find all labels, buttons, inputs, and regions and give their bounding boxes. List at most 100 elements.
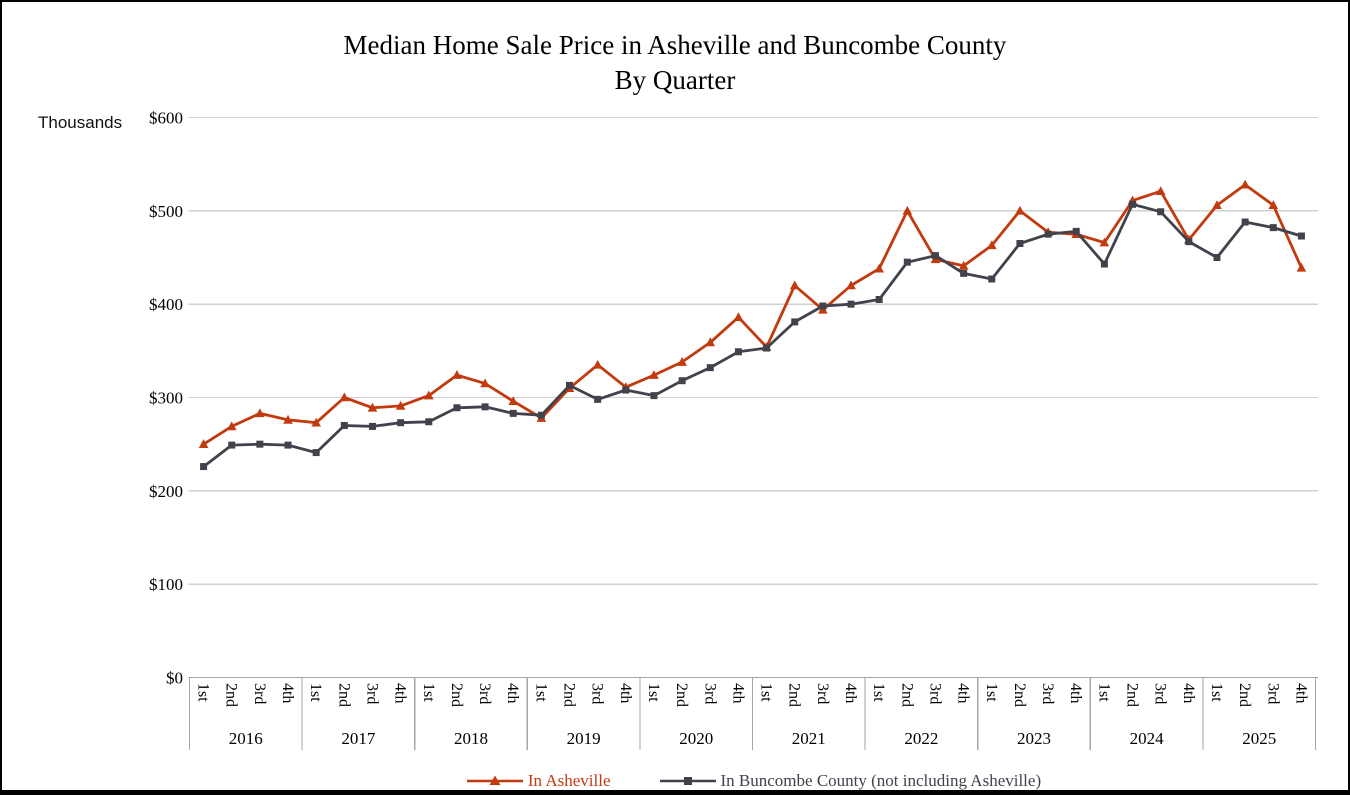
marker-asheville (1268, 200, 1279, 210)
marker-buncombe (1072, 227, 1080, 235)
marker-buncombe (1185, 238, 1193, 246)
chart-title-line2: By Quarter (614, 65, 736, 95)
marker-buncombe (734, 348, 742, 356)
x-quarter-label: 4th (279, 683, 296, 703)
y-tick-label-100: $100 (149, 575, 183, 594)
x-quarter-label: 2nd (1236, 683, 1253, 707)
x-quarter-label: 2nd (448, 683, 465, 707)
marker-buncombe (763, 344, 771, 352)
marker-buncombe (594, 395, 602, 403)
x-quarter-label: 1st (983, 683, 1000, 702)
marker-buncombe (537, 411, 545, 419)
y-axis-units-label: Thousands (38, 113, 123, 132)
x-quarter-label: 1st (758, 683, 775, 702)
marker-asheville (846, 280, 856, 290)
marker-asheville (226, 421, 237, 431)
marker-buncombe (1100, 260, 1108, 268)
x-quarter-label: 1st (420, 683, 437, 702)
marker-asheville (339, 392, 350, 402)
marker-buncombe (622, 386, 630, 394)
x-quarter-label: 3rd (701, 683, 718, 704)
x-quarter-label: 3rd (476, 683, 493, 704)
marker-asheville (649, 370, 659, 379)
marker-asheville (986, 240, 997, 250)
marker-buncombe (425, 418, 433, 426)
marker-buncombe (819, 302, 827, 310)
x-quarter-label: 3rd (814, 683, 831, 704)
x-year-label-2024: 2024 (1130, 729, 1165, 748)
marker-buncombe (1044, 230, 1052, 238)
marker-buncombe (397, 419, 405, 427)
marker-buncombe (340, 422, 348, 429)
marker-asheville (733, 312, 744, 322)
marker-asheville (508, 396, 519, 406)
chart-title-line1: Median Home Sale Price in Asheville and … (343, 30, 1007, 60)
legend: In Asheville In Buncombe County (not inc… (189, 771, 1318, 790)
x-quarter-label: 1st (1208, 683, 1225, 702)
marker-asheville (1296, 262, 1307, 272)
marker-asheville (705, 337, 716, 347)
x-quarter-label: 4th (1180, 683, 1197, 703)
marker-buncombe (706, 364, 714, 372)
x-quarter-label: 1st (195, 683, 212, 702)
marker-buncombe (1157, 208, 1165, 216)
x-quarter-label: 3rd (1264, 683, 1281, 704)
x-year-label-2023: 2023 (1017, 729, 1051, 748)
marker-buncombe (791, 318, 799, 326)
marker-buncombe (509, 409, 517, 417)
marker-buncombe (1213, 254, 1221, 261)
marker-buncombe (481, 403, 489, 411)
legend-label-buncombe: In Buncombe County (not including Ashevi… (720, 771, 1042, 790)
marker-asheville (958, 260, 969, 270)
marker-asheville (198, 439, 209, 448)
x-quarter-label: 4th (1067, 683, 1084, 703)
marker-asheville (1155, 186, 1166, 196)
marker-asheville (874, 263, 884, 273)
x-quarter-label: 3rd (926, 683, 943, 704)
y-tick-label-300: $300 (149, 389, 183, 408)
x-quarter-label: 1st (1095, 683, 1112, 702)
asheville-legend-line-icon (466, 775, 523, 785)
x-year-label-2020: 2020 (679, 729, 713, 748)
x-year-label-2022: 2022 (904, 729, 938, 748)
marker-buncombe (847, 300, 855, 308)
x-quarter-label: 2nd (1011, 683, 1028, 707)
x-quarter-label: 4th (504, 683, 521, 703)
x-year-label-2018: 2018 (454, 729, 488, 748)
marker-buncombe (1016, 240, 1024, 247)
y-tick-label-500: $500 (149, 202, 183, 221)
marker-asheville (1099, 237, 1110, 247)
x-quarter-label: 4th (729, 683, 746, 703)
y-tick-label-400: $400 (149, 295, 183, 314)
marker-buncombe (650, 392, 658, 400)
y-tick-label-200: $200 (149, 482, 183, 501)
marker-asheville (1212, 200, 1222, 210)
x-quarter-label: 2nd (561, 683, 578, 707)
marker-asheville (452, 370, 462, 379)
marker-buncombe (200, 463, 208, 471)
marker-asheville (1015, 205, 1025, 215)
y-tick-label-600: $600 (149, 109, 183, 128)
marker-asheville (283, 414, 293, 424)
x-quarter-label: 1st (645, 683, 662, 702)
marker-asheville (311, 417, 321, 427)
x-quarter-label: 4th (392, 683, 409, 703)
x-quarter-label: 2nd (223, 683, 240, 707)
marker-asheville (677, 357, 687, 366)
marker-asheville (255, 408, 265, 418)
x-quarter-label: 3rd (1039, 683, 1056, 704)
marker-buncombe (875, 296, 883, 303)
marker-buncombe (678, 377, 686, 385)
marker-buncombe (988, 275, 996, 283)
marker-buncombe (566, 381, 574, 389)
y-tick-label-0: $0 (166, 669, 183, 688)
x-quarter-label: 1st (307, 683, 324, 702)
x-quarter-label: 4th (842, 683, 859, 703)
marker-buncombe (903, 258, 911, 266)
marker-buncombe (1129, 200, 1137, 208)
marker-asheville (789, 280, 800, 290)
x-year-label-2019: 2019 (567, 729, 601, 748)
legend-label-asheville: In Asheville (527, 771, 611, 790)
x-quarter-label: 2nd (898, 683, 915, 707)
